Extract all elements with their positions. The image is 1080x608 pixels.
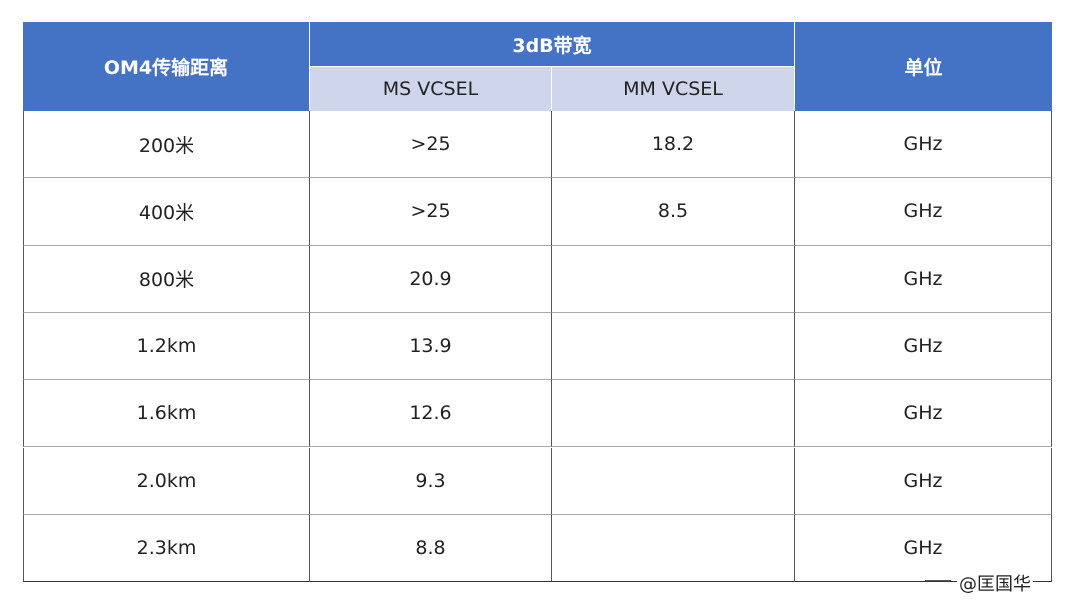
table-cell: GHz (795, 514, 1052, 583)
subheader-cell: MM VCSEL (552, 66, 795, 111)
table-cell: 20.9 (310, 245, 552, 313)
table-cell: GHz (795, 111, 1052, 179)
table-cell (552, 514, 795, 583)
table-cell (552, 447, 795, 515)
table-cell: 9.3 (310, 447, 552, 515)
table-cell (552, 312, 795, 381)
watermark-line (925, 580, 951, 581)
table-cell (552, 245, 795, 313)
table-cell: >25 (310, 178, 552, 246)
table-cell: 8.8 (310, 514, 552, 583)
table-cell: 2.0km (23, 447, 310, 515)
table-cell (552, 380, 795, 448)
header-cell: OM4传输距离 (23, 22, 310, 111)
table-cell: GHz (795, 447, 1052, 515)
table-cell: 18.2 (552, 111, 795, 179)
table-cell: GHz (795, 312, 1052, 381)
table-cell: 13.9 (310, 312, 552, 381)
subheader-cell: MS VCSEL (310, 66, 552, 111)
table-cell: 200米 (23, 111, 310, 179)
table-cell: 800米 (23, 245, 310, 313)
table-cell: 1.6km (23, 380, 310, 448)
header-cell: 单位 (795, 22, 1052, 111)
table-cell: 12.6 (310, 380, 552, 448)
table-cell: GHz (795, 380, 1052, 448)
table-cell: 2.3km (23, 514, 310, 583)
table-cell: 8.5 (552, 178, 795, 246)
table-cell: GHz (795, 178, 1052, 246)
table-cell: 400米 (23, 178, 310, 246)
watermark: @匡国华 (957, 570, 1033, 596)
table-cell: GHz (795, 245, 1052, 313)
header-cell: 3dB带宽 (310, 22, 795, 66)
table-cell: 1.2km (23, 312, 310, 381)
table-cell: >25 (310, 111, 552, 179)
